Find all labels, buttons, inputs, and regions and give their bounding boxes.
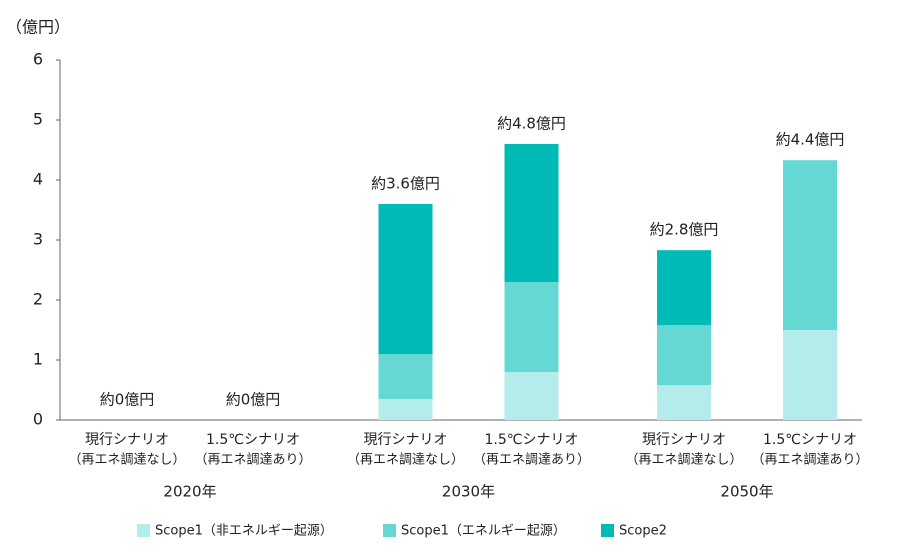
group-label: 2030年 [442,483,495,501]
y-tick-label: 3 [33,230,43,249]
x-tick-label: （再エネ調達なし） [625,453,742,468]
x-tick-label: 1.5℃シナリオ [485,432,579,448]
legend-label: Scope1（非エネルギー起源） [155,524,333,539]
y-tick-label: 1 [33,350,43,369]
x-tick-label: 現行シナリオ [642,432,726,448]
x-tick-label: （再エネ調達あり） [473,453,590,468]
x-tick-label: （再エネ調達なし） [347,453,464,468]
bar-segment [504,372,559,420]
x-tick-label: （再エネ調達あり） [194,453,311,468]
bar-segment [657,250,711,326]
total-label: 約4.4億円 [776,131,845,149]
y-axis-label: （億円） [6,18,70,37]
group-label: 2020年 [163,483,216,501]
bar-segment [783,330,837,420]
total-label: 約0億円 [100,391,155,409]
bar-segment [657,325,711,386]
bar-segment [657,385,711,420]
x-tick-label: （再エネ調達なし） [68,453,185,468]
total-label: 約2.8億円 [650,221,719,239]
y-tick-label: 6 [33,50,43,69]
x-tick-label: （再エネ調達あり） [751,453,868,468]
x-tick-label: 現行シナリオ [85,432,169,448]
group-label: 2050年 [720,483,773,501]
x-tick-label: 1.5℃シナリオ [206,432,300,448]
y-tick-label: 5 [33,110,43,129]
legend-label: Scope1（エネルギー起源） [401,524,566,539]
bar-segment [504,144,559,282]
y-tick-label: 0 [33,410,43,429]
bar-segment [378,399,433,420]
total-label: 約4.8億円 [497,115,566,133]
bar-segment [783,160,837,330]
y-tick-label: 2 [33,290,43,309]
legend-swatch [601,524,614,537]
bar-segment [378,354,433,399]
y-tick-label: 4 [33,170,43,189]
legend-label: Scope2 [619,524,667,539]
x-tick-label: 1.5℃シナリオ [763,432,857,448]
total-label: 約3.6億円 [371,175,440,193]
bar-segment [504,282,559,372]
total-label: 約0億円 [226,391,281,409]
bar-segment [378,204,433,354]
x-tick-label: 現行シナリオ [364,432,448,448]
legend-swatch [383,524,396,537]
legend-swatch [137,524,150,537]
